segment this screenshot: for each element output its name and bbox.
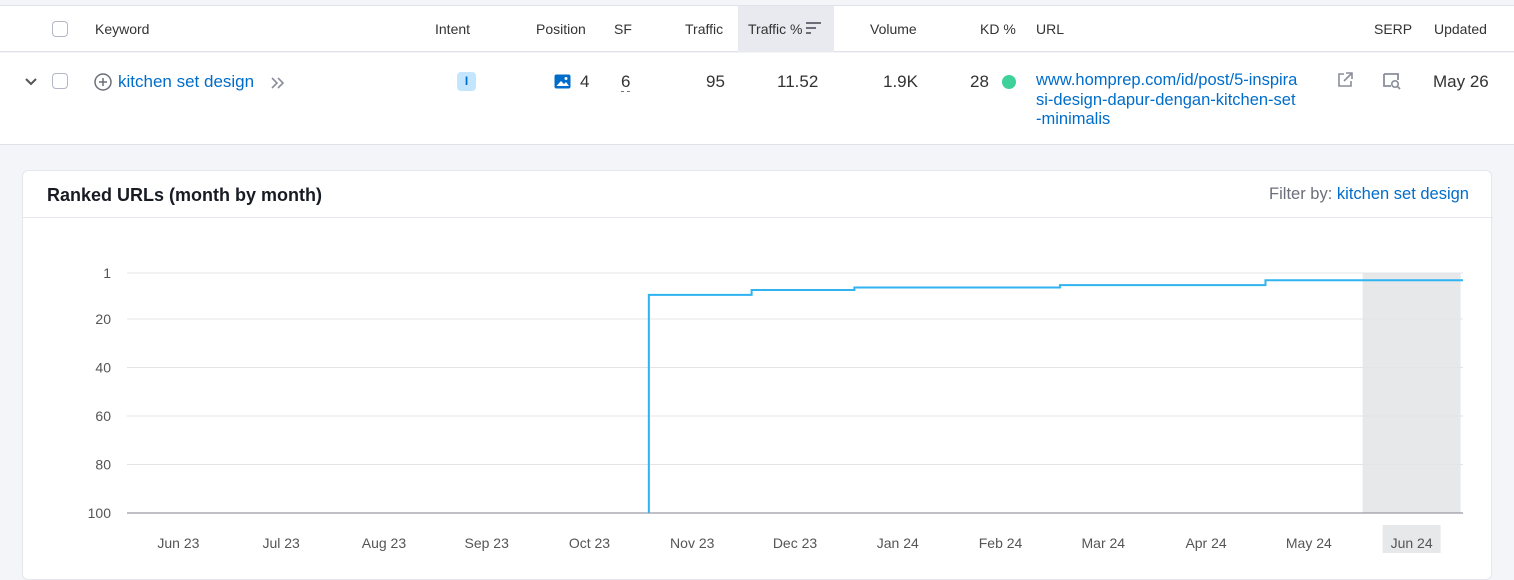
x-tick-label: Dec 23	[773, 535, 818, 551]
filter-label: Filter by:	[1269, 185, 1333, 203]
url-line: -minimalis	[1036, 110, 1111, 128]
x-tick-label: Jul 23	[262, 535, 300, 551]
x-tick-label: Jun 23	[157, 535, 199, 551]
x-tick-label: Oct 23	[569, 535, 610, 551]
ranked-urls-panel: Ranked URLs (month by month) Filter by: …	[22, 170, 1493, 580]
x-tick-label: Mar 24	[1082, 535, 1126, 551]
header-url[interactable]: URL	[1036, 21, 1065, 37]
filter: Filter by: kitchen set design	[1269, 185, 1469, 204]
panel-header: Ranked URLs (month by month) Filter by: …	[23, 171, 1493, 218]
y-tick-label: 60	[95, 408, 111, 424]
select-all-checkbox[interactable]	[52, 21, 68, 37]
url-line: si-design-dapur-dengan-kitchen-set	[1036, 90, 1296, 109]
x-tick-label: Feb 24	[979, 535, 1023, 551]
sf-count-link[interactable]: 6	[621, 71, 631, 93]
x-tick-label: Aug 23	[362, 535, 407, 551]
header-intent[interactable]: Intent	[435, 21, 471, 37]
header-position[interactable]: Position	[536, 21, 586, 37]
y-tick-label: 100	[88, 505, 112, 521]
add-keyword-icon[interactable]	[94, 73, 112, 91]
x-tick-label: May 24	[1286, 535, 1332, 551]
updated-date: May 26	[1433, 72, 1489, 91]
filter-value-link[interactable]: kitchen set design	[1336, 185, 1469, 203]
y-tick-label: 1	[103, 265, 111, 281]
x-tick-label: Sep 23	[465, 535, 510, 551]
url-link[interactable]: www.homprep.com/id/post/5-inspira si-des…	[1036, 71, 1336, 130]
header-traffic-percent[interactable]: Traffic %	[738, 6, 834, 52]
volume-value: 1.9K	[883, 72, 918, 91]
table-top-edge	[0, 0, 1514, 6]
x-tick-label: Jan 24	[877, 535, 919, 551]
header-serp[interactable]: SERP	[1374, 21, 1413, 37]
keyword-link[interactable]: kitchen set design	[118, 72, 255, 91]
intent-badge: I	[457, 72, 476, 91]
external-link-icon[interactable]	[1336, 71, 1354, 89]
y-tick-label: 40	[95, 360, 111, 376]
table-row: kitchen set design I 4 6 95 11.52 1.9K 2…	[0, 53, 1514, 145]
header-traffic[interactable]: Traffic	[685, 21, 724, 37]
ranking-chart: 1 20 40 60 80 100 Jun 23 Jul 23 Aug 23 Sep 23 Oct …	[88, 265, 1463, 553]
table-header: Keyword Intent Position SF Traffic Traff…	[0, 6, 1514, 52]
double-chevron-right-icon[interactable]	[270, 76, 286, 90]
kd-difficulty-dot	[1002, 75, 1016, 89]
header-keyword[interactable]: Keyword	[95, 21, 150, 37]
serp-preview-icon[interactable]	[1382, 72, 1402, 90]
header-volume[interactable]: Volume	[870, 21, 917, 37]
header-kd[interactable]: KD %	[980, 21, 1016, 37]
header-updated[interactable]: Updated	[1434, 21, 1487, 37]
header-sf[interactable]: SF	[614, 21, 632, 37]
y-tick-label: 20	[95, 311, 111, 327]
x-tick-label: Apr 24	[1185, 535, 1226, 551]
sf-count: 6	[621, 72, 631, 92]
ranking-series-line	[647, 279, 1463, 513]
y-tick-label: 80	[95, 457, 111, 473]
image-serp-feature-icon	[554, 74, 571, 89]
position-value: 4	[580, 72, 590, 91]
sort-descending-icon	[806, 22, 821, 34]
traffic-percent-value: 11.52	[777, 72, 819, 91]
panel-title: Ranked URLs (month by month)	[47, 185, 322, 205]
header-traffic-percent-label: Traffic %	[748, 21, 803, 37]
x-tick-highlight	[1382, 525, 1441, 553]
kd-value: 28	[970, 72, 989, 91]
x-tick-label: Nov 23	[670, 535, 715, 551]
highlight-column	[1362, 273, 1461, 513]
x-tick-label: Jun 24	[1391, 535, 1433, 551]
url-line: www.homprep.com/id/post/5-inspira	[1036, 71, 1298, 89]
chevron-down-icon[interactable]	[24, 76, 38, 88]
traffic-value: 95	[706, 72, 725, 91]
row-checkbox[interactable]	[52, 73, 68, 89]
